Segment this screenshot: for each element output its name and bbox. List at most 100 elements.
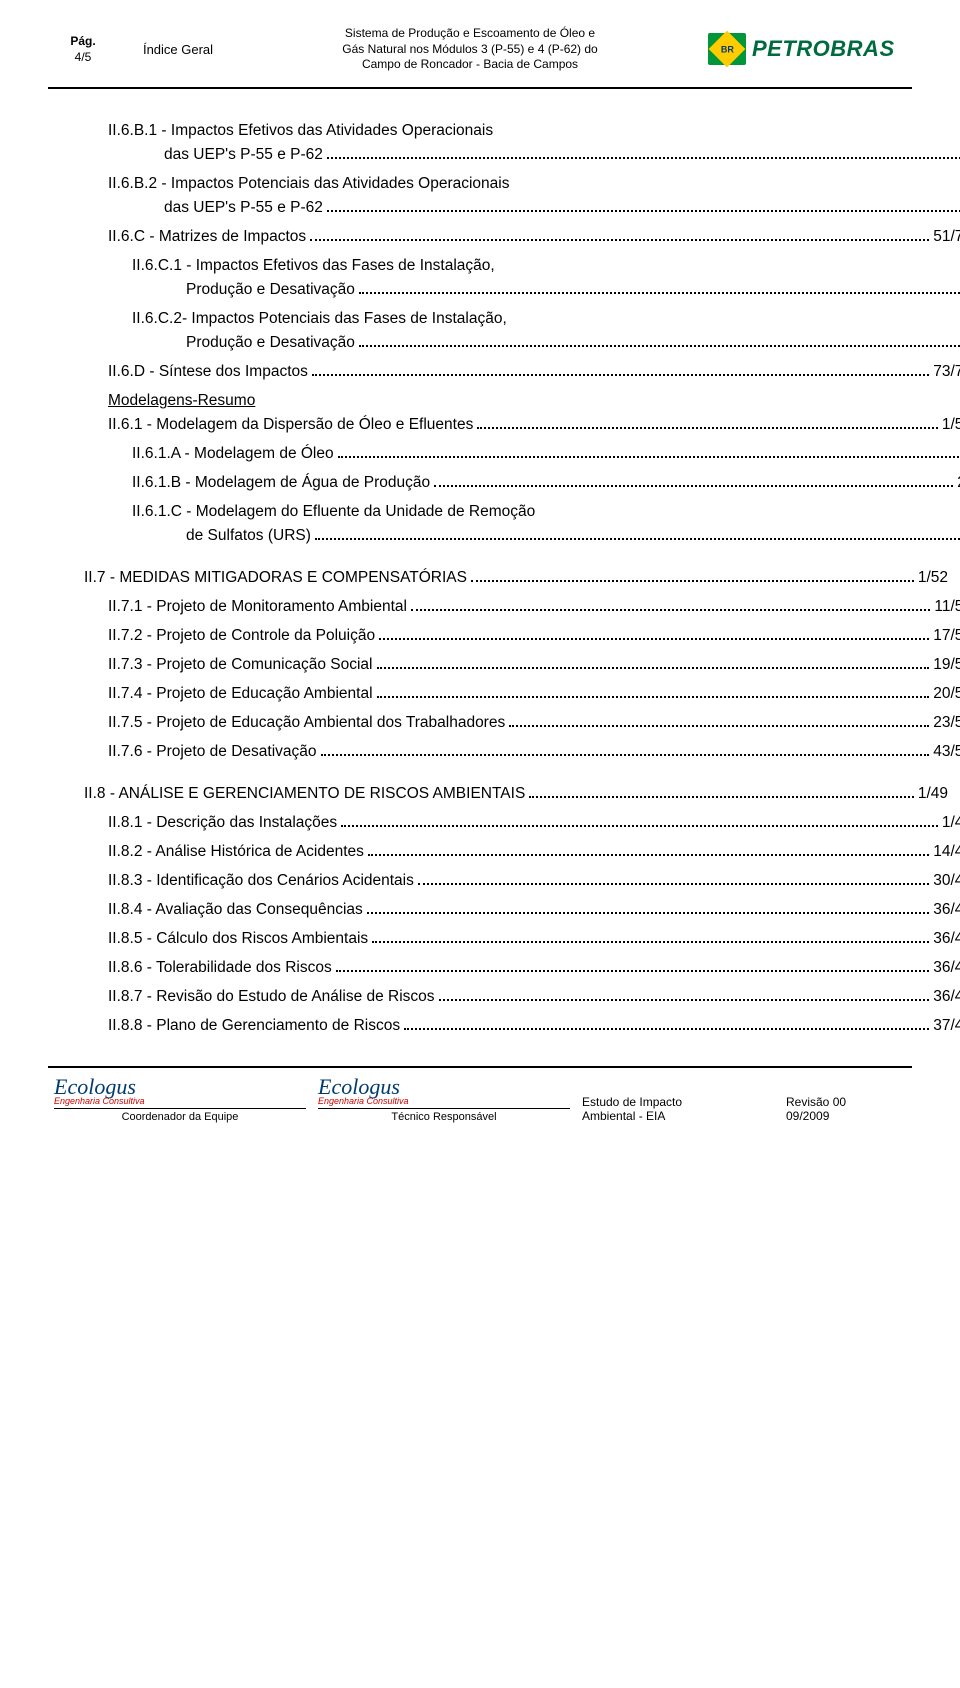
toc-dot-leaders xyxy=(377,657,930,669)
toc-label: II.7 - MEDIDAS MITIGADORAS E COMPENSATÓR… xyxy=(84,566,467,590)
toc-dot-leaders xyxy=(509,715,929,727)
toc-dot-leaders xyxy=(338,446,960,458)
toc-page-number: 23/52 xyxy=(933,711,960,735)
toc-entry: II.6.C - Matrizes de Impactos51/77 xyxy=(108,225,960,249)
toc-dot-leaders xyxy=(404,1018,929,1030)
toc-dot-leaders xyxy=(529,786,914,798)
toc-continuation-line: II.6.C.2- Impactos Potenciais das Fases … xyxy=(132,307,912,331)
toc-entry: II.7.4 - Projeto de Educação Ambiental 20… xyxy=(108,682,960,706)
toc-continuation-line: II.6.1.C - Modelagem do Efluente da Unid… xyxy=(132,500,912,524)
toc-label: II.6.D - Síntese dos Impactos xyxy=(108,360,308,384)
toc-text: II.6.B.2 - Impactos Potenciais das Ativi… xyxy=(108,175,510,192)
toc-entry: II.7.5 - Projeto de Educação Ambiental d… xyxy=(108,711,960,735)
toc-entry: II.8.6 - Tolerabilidade dos Riscos36/49 xyxy=(108,956,960,980)
toc-label: II.7.1 - Projeto de Monitoramento Ambien… xyxy=(108,595,407,619)
toc-dot-leaders xyxy=(377,686,930,698)
toc-dot-leaders xyxy=(327,199,960,211)
toc-continuation-line: II.6.B.1 - Impactos Efetivos das Ativida… xyxy=(108,119,912,143)
toc-entry: II.8 - ANÁLISE E GERENCIAMENTO DE RISCOS… xyxy=(84,782,948,806)
footer-separator xyxy=(48,1066,912,1068)
page-label: Pág. xyxy=(70,34,95,48)
toc-entry: II.8.3 - Identificação dos Cenários Acid… xyxy=(108,869,960,893)
toc-entry: II.6.1.A - Modelagem de Óleo1/53 xyxy=(132,442,960,466)
toc-label: das UEP's P-55 e P-62 xyxy=(164,196,323,220)
toc-entry: das UEP's P-55 e P-6232/44 xyxy=(164,196,960,220)
toc-page-number: 36/49 xyxy=(933,985,960,1009)
toc-label: II.7.4 - Projeto de Educação Ambiental xyxy=(108,682,373,706)
toc-page-number: 14/49 xyxy=(933,840,960,864)
toc-continuation-line: II.6.C.1 - Impactos Efetivos das Fases d… xyxy=(132,254,912,278)
footer-coordinator-cell: Ecologus Engenharia Consultiva Coordenad… xyxy=(48,1074,312,1125)
toc-label: II.6.C - Matrizes de Impactos xyxy=(108,225,306,249)
toc-entry: II.6.1 - Modelagem da Dispersão de Óleo … xyxy=(108,413,960,437)
study-line: Ambiental - EIA xyxy=(582,1109,665,1123)
header-page-cell: Pág. 4/5 xyxy=(48,22,118,77)
header-separator xyxy=(48,87,912,89)
br-logo-text: BR xyxy=(721,44,734,54)
footer-technician-cell: Ecologus Engenharia Consultiva Técnico R… xyxy=(312,1074,576,1125)
toc-entry: II.7 - MEDIDAS MITIGADORAS E COMPENSATÓR… xyxy=(84,566,948,590)
toc-dot-leaders xyxy=(477,417,938,429)
toc-page-number: 43/52 xyxy=(933,740,960,764)
toc-page-number: 1/52 xyxy=(918,566,948,590)
toc-dot-leaders xyxy=(321,744,930,756)
toc-label: II.8 - ANÁLISE E GERENCIAMENTO DE RISCOS… xyxy=(84,782,525,806)
page-number: 4/5 xyxy=(54,50,112,64)
toc-entry: II.8.2 - Análise Histórica de Acidentes 1… xyxy=(108,840,960,864)
toc-dot-leaders xyxy=(418,873,929,885)
toc-entry: II.8.1 - Descrição das Instalações 1/49 xyxy=(108,811,960,835)
page-footer: Ecologus Engenharia Consultiva Coordenad… xyxy=(48,1074,912,1125)
toc-page-number: 37/49 xyxy=(933,1014,960,1038)
index-label: Índice Geral xyxy=(143,42,213,57)
toc-page-number: 20/50 xyxy=(933,682,960,706)
doc-title-line: Gás Natural nos Módulos 3 (P-55) e 4 (P-… xyxy=(342,42,597,56)
toc-text: II.6.C.1 - Impactos Efetivos das Fases d… xyxy=(132,257,495,274)
toc-label: II.8.4 - Avaliação das Consequências xyxy=(108,898,363,922)
coordinator-label: Coordenador da Equipe xyxy=(54,1108,306,1123)
toc-label: II.7.2 - Projeto de Controle da Poluição xyxy=(108,624,375,648)
toc-text: II.6.B.1 - Impactos Efetivos das Ativida… xyxy=(108,122,493,139)
table-of-contents: II.6.B.1 - Impactos Efetivos das Ativida… xyxy=(48,119,912,1039)
toc-label: II.6.1.A - Modelagem de Óleo xyxy=(132,442,334,466)
toc-text: Modelagens-Resumo xyxy=(108,392,255,409)
toc-page-number: 36/49 xyxy=(933,927,960,951)
toc-dot-leaders xyxy=(327,146,960,158)
toc-label: das UEP's P-55 e P-62 xyxy=(164,143,323,167)
toc-page-number: 1/49 xyxy=(942,811,960,835)
br-logo-icon: BR xyxy=(708,33,746,65)
toc-dot-leaders xyxy=(312,364,929,376)
toc-dot-leaders xyxy=(368,844,929,856)
toc-entry: de Sulfatos (URS)34/53 xyxy=(186,524,960,548)
toc-entry: II.6.1.B - Modelagem de Água de Produção… xyxy=(132,471,960,495)
page-header: Pág. 4/5 Índice Geral Sistema de Produçã… xyxy=(48,22,912,77)
toc-label: Produção e Desativação xyxy=(186,331,355,355)
toc-page-number: 17/52 xyxy=(933,624,960,648)
document-page: Pág. 4/5 Índice Geral Sistema de Produçã… xyxy=(0,0,960,1145)
toc-dot-leaders xyxy=(359,335,960,347)
toc-entry: II.6.D - Síntese dos Impactos73/77 xyxy=(108,360,960,384)
toc-entry: II.8.8 - Plano de Gerenciamento de Risco… xyxy=(108,1014,960,1038)
toc-dot-leaders xyxy=(315,528,960,540)
toc-label: II.7.6 - Projeto de Desativação xyxy=(108,740,317,764)
toc-continuation-line: II.6.B.2 - Impactos Potenciais das Ativi… xyxy=(108,172,912,196)
toc-label: de Sulfatos (URS) xyxy=(186,524,311,548)
doc-title-line: Campo de Roncador - Bacia de Campos xyxy=(362,57,578,71)
toc-dot-leaders xyxy=(411,599,930,611)
toc-dot-leaders xyxy=(336,960,929,972)
toc-label: II.6.1.B - Modelagem de Água de Produção xyxy=(132,471,430,495)
toc-dot-leaders xyxy=(341,815,938,827)
header-logo-cell: BR PETROBRAS xyxy=(702,22,912,77)
toc-label: II.8.2 - Análise Histórica de Acidentes xyxy=(108,840,364,864)
toc-label: II.8.1 - Descrição das Instalações xyxy=(108,811,337,835)
toc-entry: II.8.4 - Avaliação das Consequências36/4… xyxy=(108,898,960,922)
toc-page-number: 19/52 xyxy=(933,653,960,677)
toc-page-number: 11/52 xyxy=(934,595,960,619)
toc-label: II.7.5 - Projeto de Educação Ambiental d… xyxy=(108,711,505,735)
toc-entry: Produção e Desativação69/77 xyxy=(186,331,960,355)
ecologus-logo: Ecologus xyxy=(318,1076,570,1098)
toc-dot-leaders xyxy=(439,989,930,1001)
toc-page-number: 1/53 xyxy=(942,413,960,437)
toc-label: II.6.1 - Modelagem da Dispersão de Óleo … xyxy=(108,413,473,437)
toc-entry: II.7.3 - Projeto de Comunicação Social19… xyxy=(108,653,960,677)
toc-label: II.8.7 - Revisão do Estudo de Análise de… xyxy=(108,985,435,1009)
